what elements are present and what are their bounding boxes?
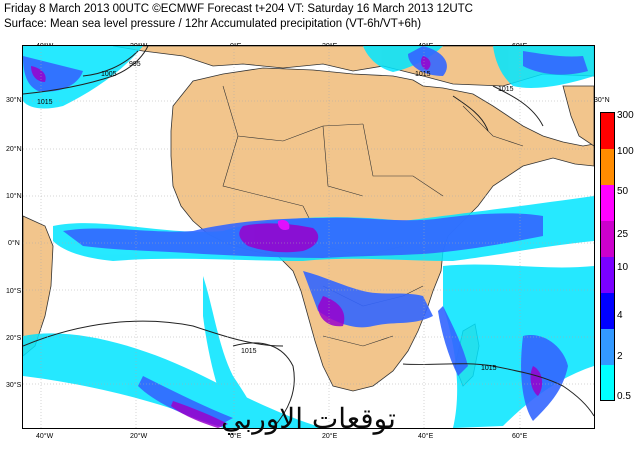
- forecast-title: Friday 8 March 2013 00UTC ©ECMWF Forecas…: [4, 3, 473, 15]
- isobar-labels: 995 1005 1015 1015 1015 1015 1015: [37, 61, 514, 372]
- lat-label: 20°N: [6, 146, 22, 153]
- land-india: [562, 85, 594, 147]
- isobar-label: 1015: [241, 348, 257, 355]
- lon-label-bottom: 60°E: [512, 433, 528, 440]
- isobar-label: 1015: [498, 86, 514, 93]
- cbar-seg-300: [601, 113, 614, 149]
- lat-label: 20°S: [6, 335, 22, 342]
- cbar-label-10: 10: [617, 262, 629, 273]
- cbar-seg-100: [601, 149, 614, 185]
- cbar-seg-2: [601, 329, 614, 365]
- isobar-label: 1015: [415, 71, 431, 78]
- cbar-seg-10: [601, 257, 614, 293]
- isobar-label: 1015: [37, 99, 53, 106]
- lat-label: 30°S: [6, 382, 22, 389]
- isobar-label: 1015: [481, 365, 497, 372]
- graticule: [23, 46, 594, 428]
- lat-label: 10°S: [6, 288, 22, 295]
- map-canvas: 995 1005 1015 1015 1015 1015 1015: [23, 46, 594, 428]
- cbar-seg-25: [601, 221, 614, 257]
- isobars: [23, 46, 594, 428]
- lat-label: 10°N: [6, 193, 22, 200]
- field-description: Surface: Mean sea level pressure / 12hr …: [4, 18, 422, 30]
- lon-label-bottom: 20°W: [130, 433, 148, 440]
- lat-label: 0°N: [8, 240, 20, 247]
- cbar-seg-05: [601, 365, 614, 400]
- cbar-label-25: 25: [617, 229, 629, 240]
- isobar-label: 995: [129, 61, 141, 68]
- cbar-label-4: 4: [617, 310, 623, 321]
- watermark-arabic: توقعات الاوربي: [221, 402, 396, 435]
- lat-label: 30°N: [6, 97, 22, 104]
- lon-label-bottom: 0°E: [230, 433, 242, 440]
- cbar-label-100: 100: [617, 146, 634, 157]
- precip-heavy: [31, 56, 543, 428]
- cbar-seg-50: [601, 185, 614, 221]
- cbar-label-2: 2: [617, 351, 623, 362]
- cbar-seg-4: [601, 293, 614, 329]
- lat-label-right: 30°N: [594, 97, 610, 104]
- cbar-label-50: 50: [617, 186, 629, 197]
- header: Friday 8 March 2013 00UTC ©ECMWF Forecas…: [4, 2, 634, 32]
- forecast-map: 995 1005 1015 1015 1015 1015 1015 توقعات…: [22, 45, 595, 435]
- cbar-label-300: 300: [617, 110, 634, 121]
- precip-colorbar: [600, 112, 615, 401]
- isobar-label: 1005: [101, 71, 117, 78]
- lon-label-bottom: 40°W: [36, 433, 54, 440]
- lon-label-bottom: 40°E: [418, 433, 434, 440]
- cbar-label-05: 0.5: [617, 391, 631, 402]
- lon-label-bottom: 20°E: [322, 433, 338, 440]
